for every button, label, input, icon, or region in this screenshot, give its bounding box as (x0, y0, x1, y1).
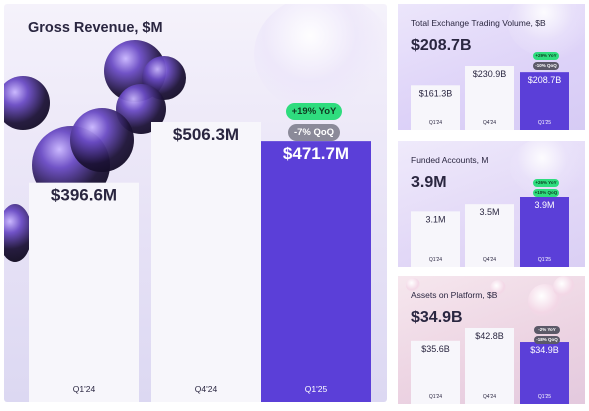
category-label: Q1'24 (429, 394, 442, 400)
yoy-badge: +29% YoY (533, 52, 559, 60)
bar-Q4'24 (465, 66, 514, 130)
bar-Q1'25 (520, 342, 569, 404)
qoq-badge: -7% QoQ (288, 124, 340, 141)
category-label: Q1'25 (305, 384, 328, 394)
yoy-badge: +26% YoY (533, 179, 559, 187)
bar-Q1'25 (520, 197, 569, 267)
value-label: $396.6M (51, 186, 117, 205)
category-label: Q1'24 (73, 384, 96, 394)
yoy-badge: -2% YoY (534, 326, 560, 334)
card-title: Funded Accounts, M (411, 155, 489, 165)
category-label: Q4'24 (483, 120, 496, 126)
glass-sphere-cluster-icon (254, 4, 387, 114)
category-label: Q4'24 (483, 257, 496, 263)
category-label: Q4'24 (483, 394, 496, 400)
bar-Q1'24 (411, 340, 460, 404)
funded-accounts-card: Funded Accounts, M 3.9M 3.1M Q1'24 3.5M Q4'… (398, 141, 585, 267)
pink-bubble-icon (553, 276, 575, 298)
bar-Q1'25 (520, 72, 569, 130)
yoy-badge: +19% YoY (286, 103, 342, 120)
value-label: $471.7M (283, 144, 349, 163)
revenue-bar-chart: $396.6M Q1'24 $506.3M Q4'24 $471.7M Q1'25 (29, 122, 371, 402)
bar-Q4'24 (465, 204, 514, 267)
value-label: 3.5M (479, 207, 499, 217)
volume-bar-chart: $161.3B Q1'24 $230.9B Q4'24 $208.7B Q1'25 (411, 66, 569, 130)
value-label: 3.9M (534, 200, 554, 210)
pink-bubble-icon (490, 280, 506, 296)
value-label: $230.9B (473, 69, 507, 79)
trading-volume-card: Total Exchange Trading Volume, $B $208.7… (398, 4, 585, 130)
bar-Q4'24 (151, 122, 261, 402)
category-label: Q1'25 (538, 394, 551, 400)
category-label: Q1'24 (429, 257, 442, 263)
pink-bubble-icon (406, 278, 420, 292)
value-label: $34.9B (530, 345, 559, 355)
value-label: $42.8B (475, 331, 504, 341)
purple-blob-icon (4, 76, 50, 130)
bar-Q1'24 (411, 211, 460, 267)
value-label: $35.6B (421, 344, 450, 354)
category-label: Q4'24 (195, 384, 218, 394)
bar-Q1'25 (261, 141, 371, 402)
gross-revenue-panel: Gross Revenue, $M $396.6M Q1'24 $506.3M Q4'… (4, 4, 387, 402)
value-label: $506.3M (173, 125, 239, 144)
card-title: Total Exchange Trading Volume, $B (411, 18, 546, 28)
value-label: $208.7B (528, 75, 562, 85)
accounts-bar-chart: 3.1M Q1'24 3.5M Q4'24 3.9M Q1'25 (411, 197, 569, 267)
glass-sphere-cluster-icon (510, 141, 585, 197)
qoq-badge: +10% QoQ (533, 189, 559, 197)
category-label: Q1'25 (538, 120, 551, 126)
card-headline: $34.9B (411, 309, 463, 326)
qoq-badge: -18% QoQ (534, 336, 560, 344)
card-headline: $208.7B (411, 37, 472, 54)
bar-Q4'24 (465, 328, 514, 404)
bar-Q1'24 (29, 182, 139, 402)
purple-blob-icon (4, 204, 32, 262)
card-title: Assets on Platform, $B (411, 290, 498, 300)
qoq-badge: -10% QoQ (533, 62, 559, 70)
assets-bar-chart: $35.6B Q1'24 $42.8B Q4'24 $34.9B Q1'25 (411, 328, 569, 404)
value-label: 3.1M (425, 214, 445, 224)
category-label: Q1'24 (429, 120, 442, 126)
bar-Q1'24 (411, 85, 460, 130)
purple-blob-icon (70, 108, 134, 172)
chart-title: Gross Revenue, $M (28, 20, 163, 36)
value-label: $161.3B (419, 88, 453, 98)
category-label: Q1'25 (538, 257, 551, 263)
assets-on-platform-card: Assets on Platform, $B $34.9B $35.6B Q1'2… (398, 276, 585, 404)
card-headline: 3.9M (411, 174, 447, 191)
